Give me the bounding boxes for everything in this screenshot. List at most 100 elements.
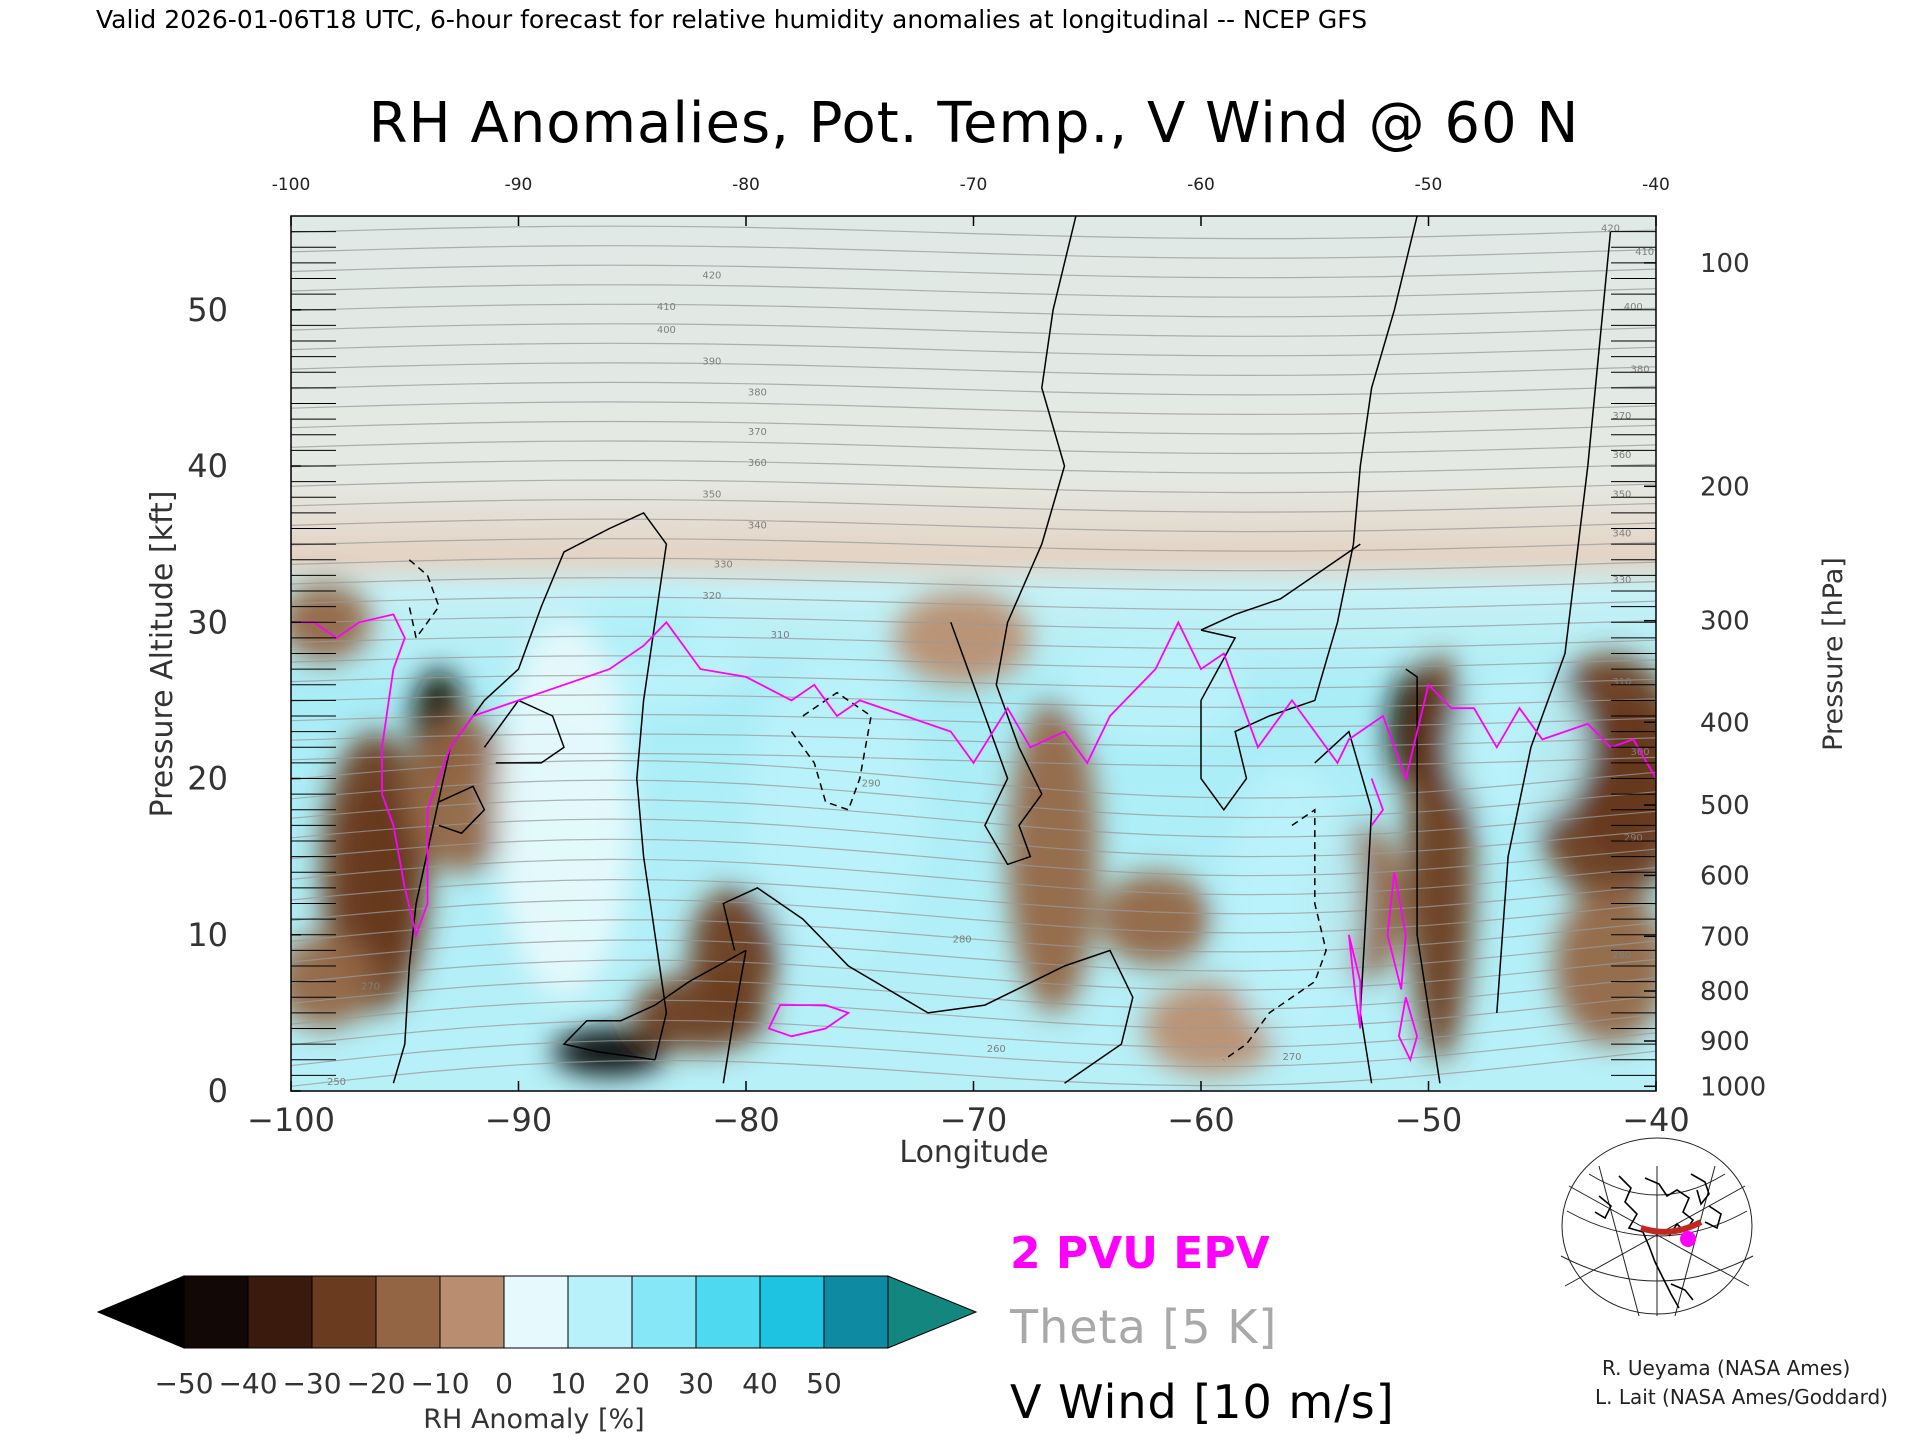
colorbar-tick-label: 40 — [742, 1367, 778, 1400]
pv-contour — [1386, 872, 1407, 990]
theta-line — [291, 362, 1656, 377]
theta-line — [291, 752, 1656, 767]
wind-contour — [722, 887, 1134, 1084]
colorbar-cell — [823, 1275, 889, 1349]
colorbar-cell — [247, 1275, 313, 1349]
pressure-tick-label: 200 — [1700, 472, 1750, 502]
rh-blob — [1064, 622, 1247, 748]
colorbar: −50 −40 −30 −20 −10 0 10 20 30 40 50 — [96, 1275, 978, 1400]
theta-line — [291, 538, 1656, 552]
axes: −100 -100 −90 -90 −80 -80 −70 -70 −60 -60 −50 -50 −4… — [187, 175, 1766, 1139]
colorbar-label: RH Anomaly [%] — [423, 1404, 644, 1435]
theta-line — [291, 342, 1656, 357]
legend-pv: 2 PVU EPV — [1010, 1228, 1270, 1279]
rh-blob — [893, 591, 1031, 685]
wind-contour — [562, 949, 747, 1061]
theta-line — [291, 479, 1656, 494]
theta-label: 340 — [748, 521, 767, 532]
theta-label: 360 — [748, 458, 767, 469]
wind-contour-negative — [790, 691, 872, 811]
theta-label: 370 — [1612, 411, 1631, 422]
globe-locator-icon — [1559, 1137, 1755, 1317]
theta-label: 400 — [657, 325, 676, 336]
credit-line-2: L. Lait (NASA Ames/Goddard) — [1595, 1385, 1888, 1409]
theta-label: 280 — [1612, 950, 1631, 961]
theta-line — [291, 858, 1656, 896]
theta-line — [291, 798, 1656, 838]
colorbar-tick-label: −50 — [154, 1367, 213, 1400]
colorbar-cell — [631, 1275, 697, 1349]
theta-label: 290 — [862, 778, 881, 789]
x-tick-label-top: -90 — [505, 175, 533, 195]
wind-contour — [950, 216, 1077, 866]
wind-contour — [1200, 216, 1418, 812]
x-tick-label-top: -50 — [1415, 175, 1443, 195]
theta-line — [291, 733, 1656, 748]
theta-label: 350 — [702, 489, 721, 500]
wind-contour — [722, 950, 747, 1084]
pv-marker — [1680, 1231, 1696, 1247]
colorbar-cell — [567, 1275, 633, 1349]
theta-label: 410 — [1635, 247, 1654, 258]
theta-line — [291, 577, 1656, 591]
legend: 2 PVU EPV Theta [5 K] V Wind [10 m/s] — [1009, 1228, 1395, 1429]
theta-line — [291, 779, 1656, 819]
wind-contour — [483, 699, 565, 764]
wind-contour — [1405, 668, 1441, 1084]
pressure-tick-label: 900 — [1700, 1027, 1750, 1057]
theta-label: 390 — [702, 356, 721, 367]
theta-label: 400 — [1624, 302, 1643, 313]
rh-blob — [1098, 872, 1213, 966]
theta-label: 270 — [361, 981, 380, 992]
theta-label: 370 — [748, 427, 767, 438]
theta-line — [291, 1013, 1656, 1049]
y-tick-label: 10 — [187, 916, 228, 954]
x-tick-label: −100 — [247, 1101, 335, 1139]
colorbar-cell — [183, 1275, 249, 1349]
theta-label: 380 — [748, 388, 767, 399]
theta-line — [291, 264, 1656, 279]
colorbar-cell — [759, 1275, 825, 1349]
theta-label: 270 — [1282, 1052, 1301, 1063]
theta-line — [291, 1032, 1656, 1068]
rh-blob — [495, 622, 633, 998]
theta-line — [291, 655, 1656, 669]
legend-wind: V Wind [10 m/s] — [1010, 1375, 1395, 1429]
theta-line — [291, 557, 1656, 572]
colorbar-tick-label: 50 — [806, 1367, 842, 1400]
theta-line — [291, 518, 1656, 533]
x-tick-label-top: -40 — [1642, 175, 1670, 195]
theta-line — [291, 977, 1656, 1010]
theta-line — [291, 284, 1656, 298]
theta-contours: 420 410 400 390 380 370 360 350 340 330 320 310 290 2… — [291, 224, 1656, 1088]
x-axis-label: Longitude — [899, 1135, 1048, 1170]
y-axis-label-right: Pressure [hPa] — [1818, 557, 1849, 751]
pv-contour — [1348, 934, 1362, 1029]
x-tick-label-top: -70 — [960, 175, 988, 195]
x-tick-label: −90 — [485, 1101, 553, 1139]
colorbar-tick-label: 20 — [614, 1367, 650, 1400]
theta-line — [291, 323, 1656, 337]
theta-line — [291, 381, 1656, 396]
theta-line — [291, 303, 1656, 318]
pv-contour — [1397, 997, 1419, 1063]
theta-line — [291, 459, 1656, 474]
pressure-tick-label: 500 — [1700, 791, 1750, 821]
colorbar-cell — [439, 1275, 505, 1349]
colorbar-tick-label: −30 — [282, 1367, 341, 1400]
colorbar-under — [96, 1275, 185, 1349]
theta-line — [291, 616, 1656, 630]
theta-line — [291, 596, 1656, 611]
rh-blob — [1553, 887, 1656, 1045]
theta-line — [291, 245, 1656, 259]
rh-blob — [1007, 700, 1099, 1013]
theta-line — [291, 401, 1656, 416]
pressure-tick-label: 1000 — [1700, 1072, 1766, 1102]
colorbar-tick-label: −20 — [346, 1367, 405, 1400]
theta-label: 340 — [1612, 528, 1631, 539]
theta-line — [291, 878, 1656, 915]
x-tick-label: −60 — [1167, 1101, 1235, 1139]
theta-label: 330 — [1612, 575, 1631, 586]
y-tick-label: 50 — [187, 291, 228, 329]
